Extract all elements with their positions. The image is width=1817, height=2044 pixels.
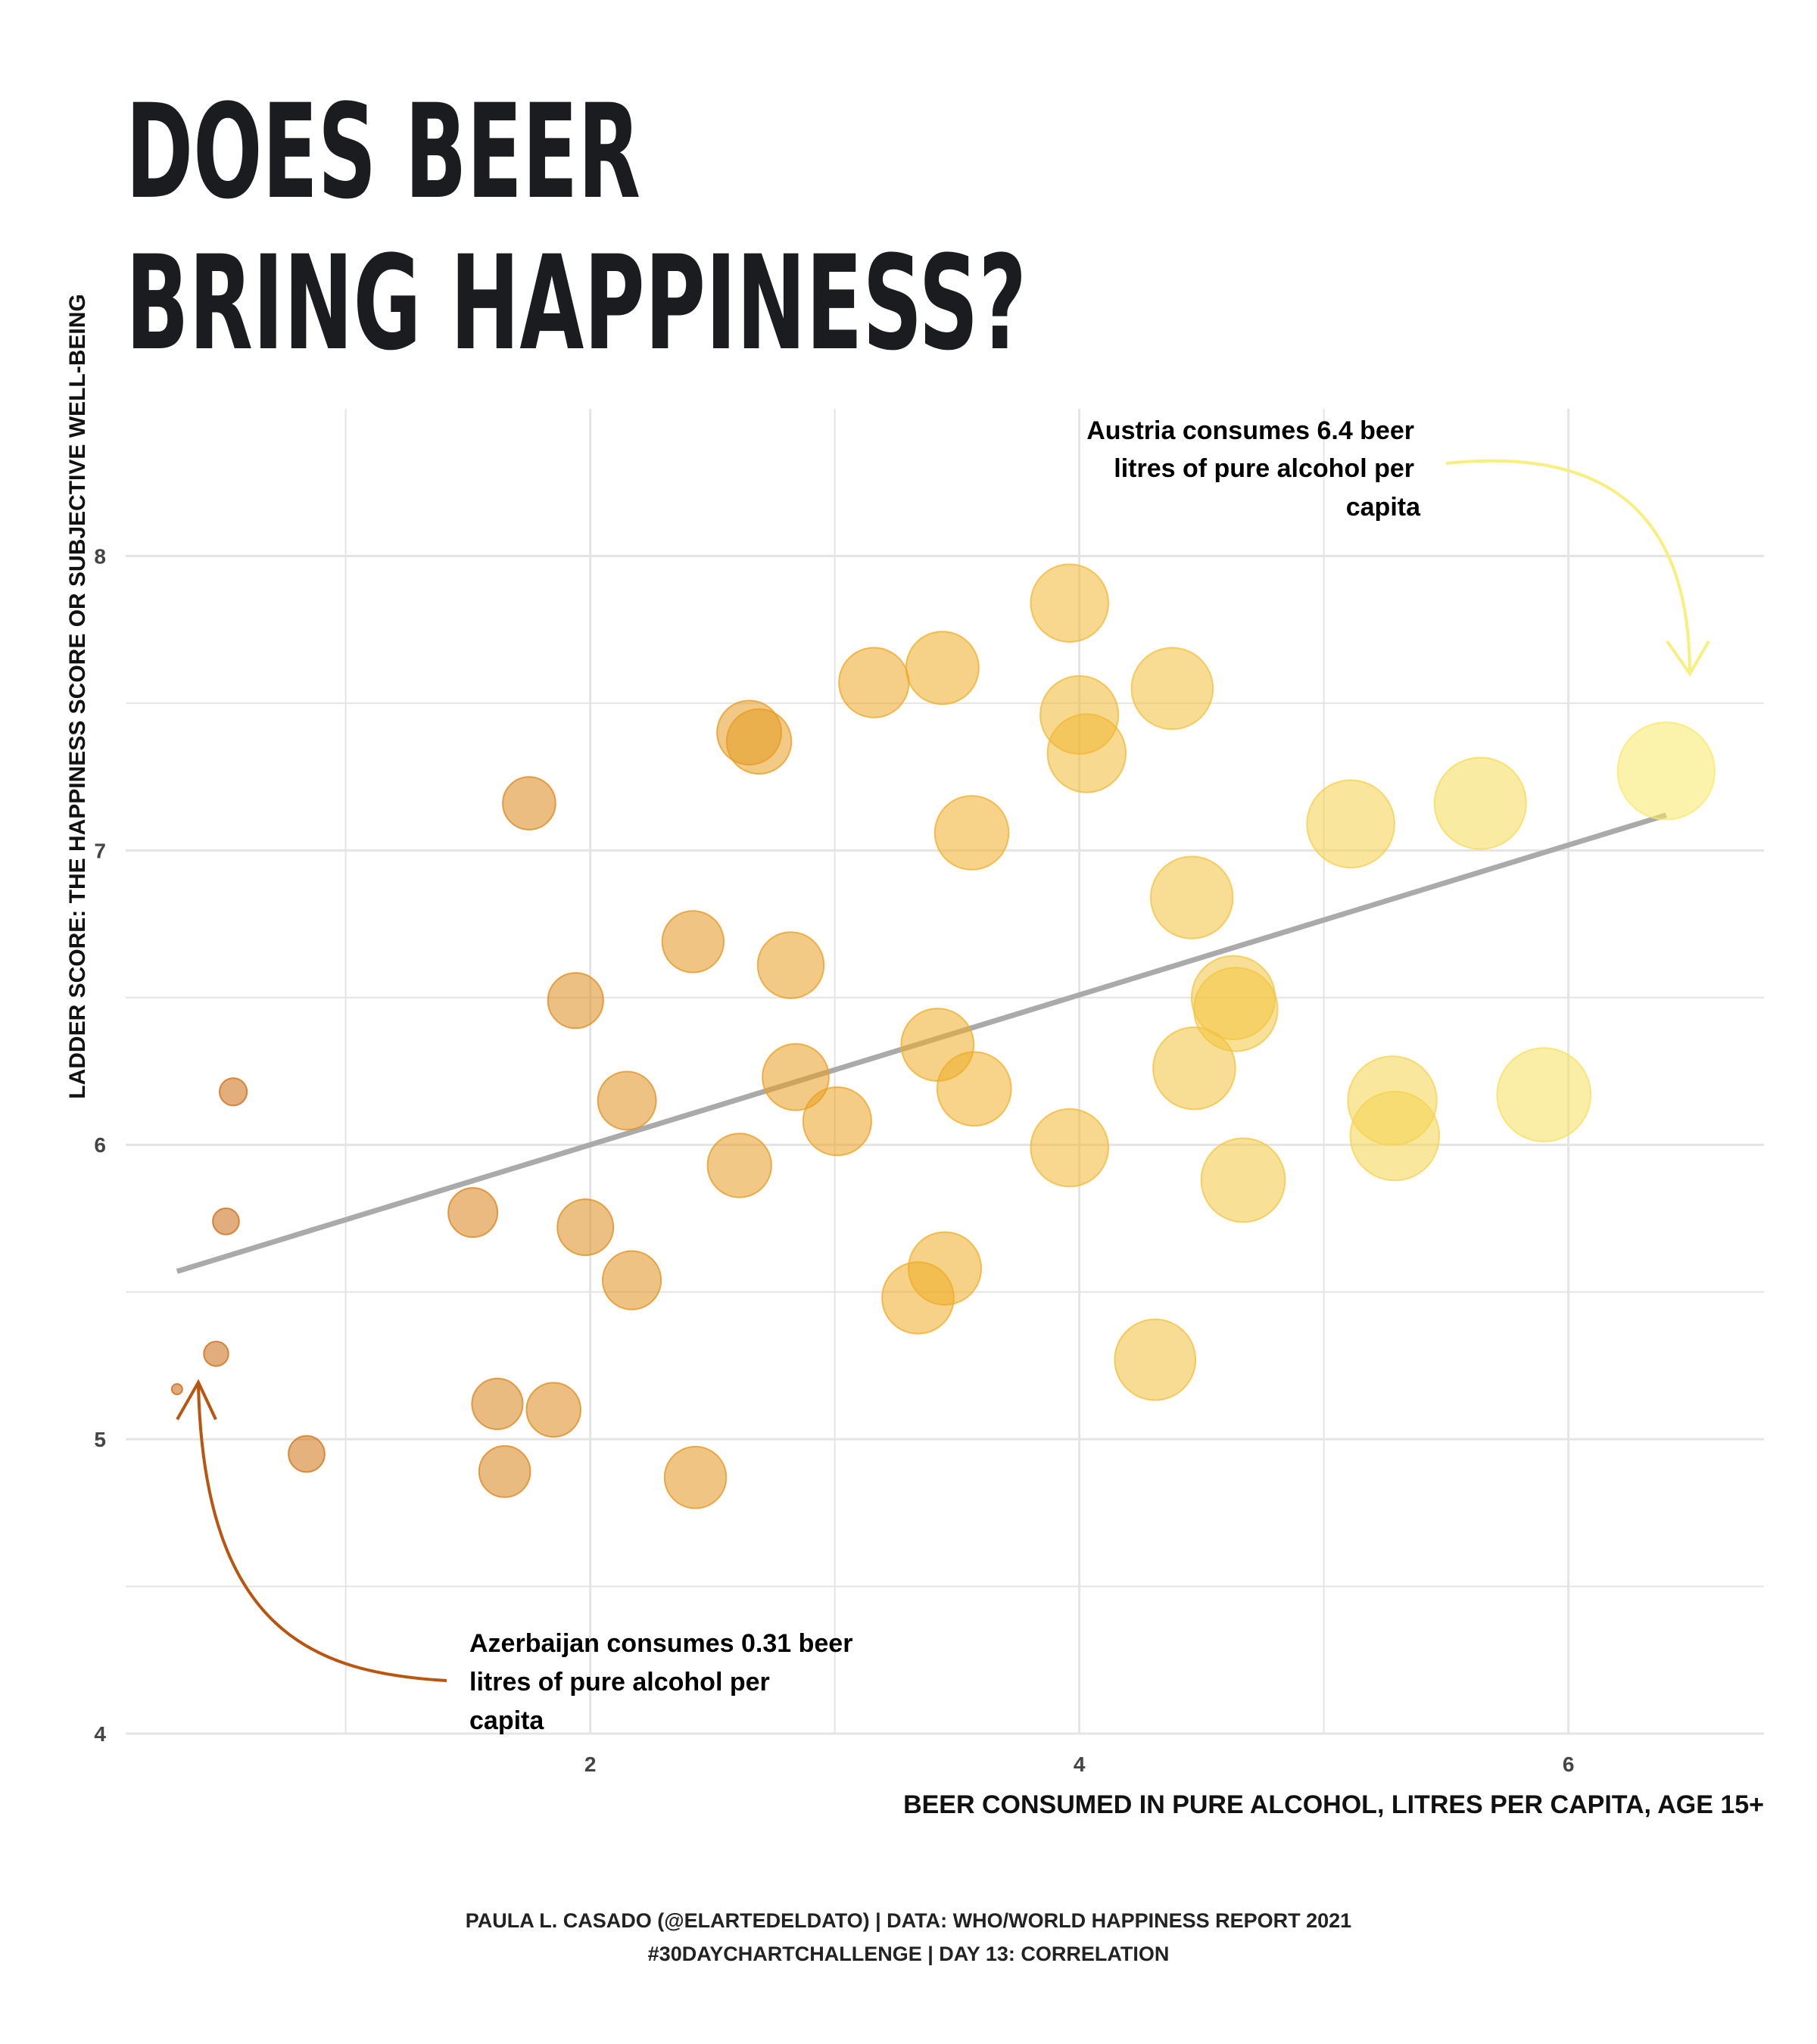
data-point — [881, 1261, 955, 1335]
data-point — [1039, 675, 1120, 755]
data-point — [1347, 1055, 1438, 1146]
data-point — [1130, 647, 1214, 731]
data-point — [212, 1207, 240, 1235]
annotation-austria-arrowhead — [1666, 640, 1710, 677]
data-point — [933, 795, 1010, 871]
data-point — [218, 1077, 248, 1107]
data-point — [1306, 779, 1395, 869]
data-point — [1114, 1318, 1197, 1401]
data-point — [556, 1198, 615, 1257]
data-point — [525, 1382, 581, 1438]
data-point — [762, 1042, 830, 1111]
data-point — [1152, 1026, 1236, 1111]
annotation-azerbaijan-arrowhead — [176, 1379, 217, 1420]
annotation-austria-arrow — [1445, 459, 1691, 671]
annotation-azerbaijan-line: capita — [469, 1706, 544, 1735]
data-point — [1030, 563, 1110, 643]
data-point — [900, 1008, 975, 1082]
caption-line-1: PAULA L. CASADO (@ELARTEDELDATO) | DATA:… — [466, 1909, 1351, 1932]
data-point — [1149, 855, 1234, 939]
data-point — [447, 1187, 499, 1239]
chart-title-line-1: DOES BEER — [126, 76, 640, 228]
data-point — [838, 647, 910, 718]
data-point — [170, 1383, 183, 1395]
data-point — [1433, 756, 1527, 850]
data-point — [471, 1377, 524, 1430]
y-tick-label: 6 — [94, 1133, 106, 1157]
annotation-austria-line: Austria consumes 6.4 beer — [1086, 416, 1414, 445]
data-point — [288, 1435, 326, 1473]
data-point — [1200, 1137, 1286, 1223]
y-tick-label: 5 — [94, 1428, 106, 1451]
x-tick-label: 2 — [584, 1753, 597, 1776]
data-point — [1190, 955, 1276, 1040]
annotation-azerbaijan-line: Azerbaijan consumes 0.31 beer — [469, 1629, 852, 1658]
y-tick-label: 7 — [94, 839, 106, 862]
data-point — [1616, 721, 1716, 821]
data-point — [502, 776, 556, 830]
data-point — [1496, 1047, 1592, 1142]
x-tick-label: 4 — [1074, 1753, 1086, 1776]
chart-title-line-2: BRING HAPPINESS? — [126, 227, 1027, 379]
data-point — [756, 931, 825, 999]
annotation-austria-line: litres of pure alcohol per — [1114, 454, 1414, 483]
data-point — [706, 1133, 772, 1198]
data-point — [601, 1250, 662, 1310]
data-point — [478, 1445, 531, 1498]
y-tick-label: 8 — [94, 544, 106, 568]
y-tick-label: 4 — [94, 1722, 106, 1746]
caption: PAULA L. CASADO (@ELARTEDELDATO) | DATA:… — [466, 1909, 1351, 1965]
data-point — [802, 1086, 872, 1157]
data-point — [547, 972, 604, 1030]
data-point — [663, 1445, 728, 1510]
caption-line-2: #30DAYCHARTCHALLENGE | DAY 13: CORRELATI… — [648, 1943, 1170, 1965]
annotations: Austria consumes 6.4 beer litres of pure … — [176, 416, 1710, 1735]
data-point — [1030, 1108, 1110, 1188]
x-axis-label: BEER CONSUMED IN PURE ALCOHOL, LITRES PE… — [903, 1790, 1764, 1819]
data-point — [661, 910, 725, 974]
data-point — [597, 1070, 657, 1131]
chart-title: DOES BEER BRING HAPPINESS? — [126, 76, 1027, 379]
y-axis-label: LADDER SCORE: THE HAPPINESS SCORE OR SUB… — [65, 294, 90, 1098]
annotation-azerbaijan-arrow — [197, 1385, 447, 1682]
data-point — [905, 631, 980, 706]
data-point — [716, 700, 783, 766]
data-points — [170, 563, 1716, 1510]
axis-ticks: 2 4 6 4 5 6 7 8 — [94, 544, 1574, 1776]
annotation-azerbaijan-line: litres of pure alcohol per — [469, 1668, 770, 1697]
annotation-austria-line: capita — [1346, 493, 1421, 522]
x-tick-label: 6 — [1563, 1753, 1575, 1776]
data-point — [203, 1341, 229, 1367]
